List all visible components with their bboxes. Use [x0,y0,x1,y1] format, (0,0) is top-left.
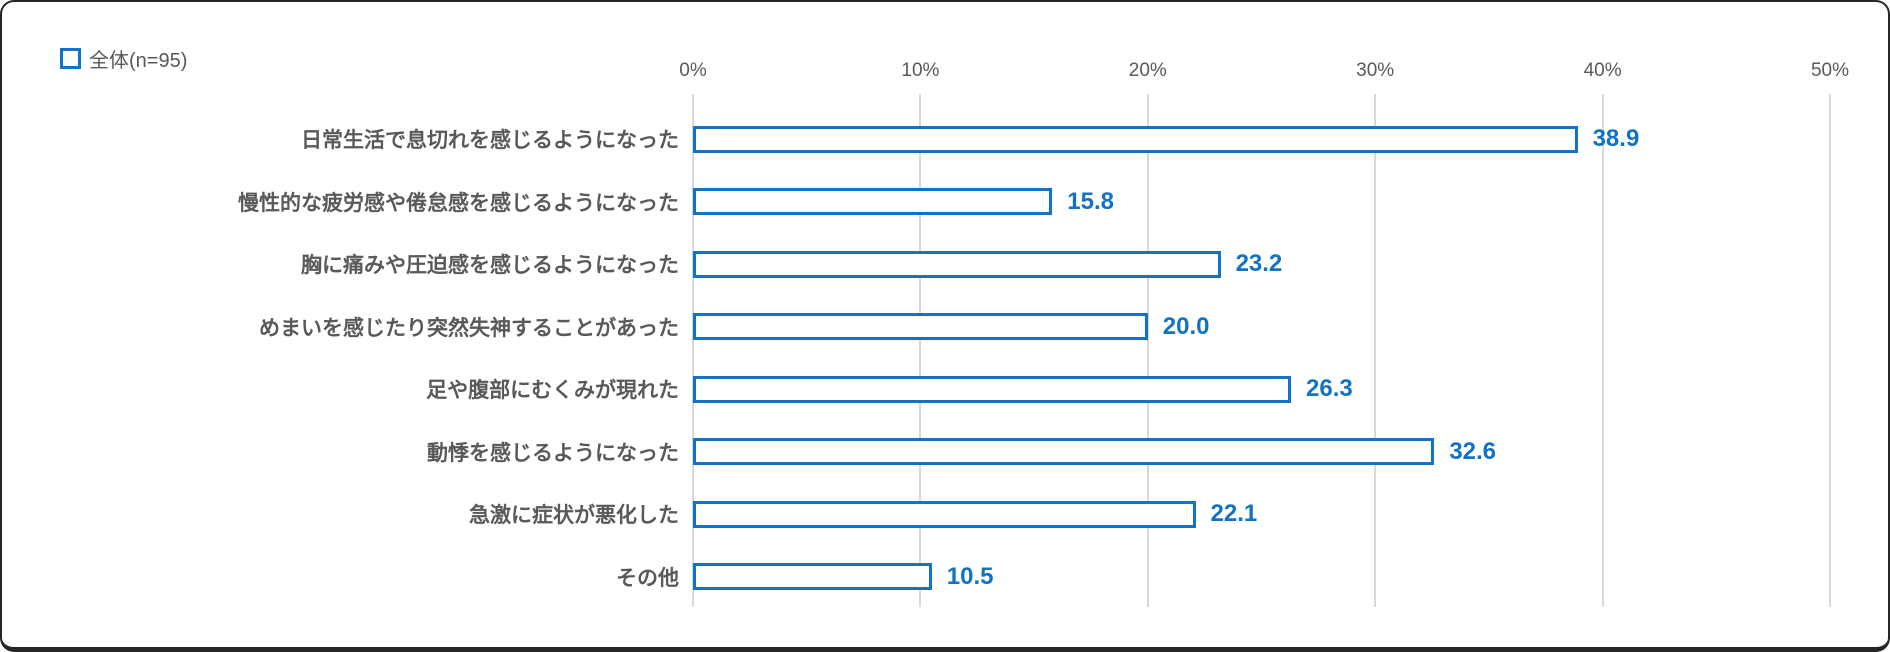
category-label: 慢性的な疲労感や倦怠感を感じるようになった [238,191,679,215]
gridlines [692,94,1831,607]
gridline [1374,94,1377,607]
category-label: めまいを感じたり突然失神することがあった [259,316,679,340]
category-label: 足や腹部にむくみが現れた [426,379,679,403]
rows: 日常生活で息切れを感じるようになった 38.9 慢性的な疲労感や倦怠感を感じるよ… [2,108,1886,608]
chart-row: 慢性的な疲労感や倦怠感を感じるようになった 15.8 [2,171,1886,234]
x-axis: 0% 10% 20% 30% 40% 50% [679,60,1849,86]
chart-row: 日常生活で息切れを感じるようになった 38.9 [2,108,1886,171]
bar-track: 10.5 [693,562,1830,591]
bar [693,375,1292,403]
x-tick-label: 50% [1810,60,1850,81]
category-label: 動悸を感じるようになった [427,441,679,465]
bar [693,250,1221,278]
bar [693,188,1053,216]
bar-track: 38.9 [693,125,1830,153]
value-label: 26.3 [1306,375,1353,403]
bar-track: 22.1 [693,500,1830,528]
legend-marker-icon [60,48,81,69]
value-label: 32.6 [1449,437,1497,465]
chart-row: 足や腹部にむくみが現れた 26.3 [2,358,1886,421]
bar [693,500,1196,528]
chart-row: 動悸を感じるようになった 32.6 [2,421,1886,484]
x-tick-label: 0% [679,60,707,81]
legend-label: 全体(n=95) [89,50,188,72]
bar-track: 23.2 [693,250,1830,278]
bar-track: 15.8 [693,187,1830,216]
bar [693,563,932,591]
gridline [1601,94,1604,607]
category-label: その他 [616,566,679,590]
gridline [919,94,922,607]
gridline [692,94,694,607]
x-tick-label: 20% [1128,60,1167,81]
gridline [1829,94,1831,607]
bar-track: 26.3 [693,375,1830,403]
chart-row: めまいを感じたり突然失神することがあった 20.0 [2,296,1886,359]
value-label: 20.0 [1162,312,1210,340]
bar-track: 20.0 [693,312,1830,341]
value-label: 23.2 [1235,250,1283,278]
value-label: 38.9 [1592,125,1640,153]
chart-row: その他 10.5 [2,546,1886,609]
x-tick-label: 40% [1583,60,1622,81]
x-tick-label: 30% [1356,60,1395,81]
category-label: 急激に症状が悪化した [469,504,679,528]
bar-track: 32.6 [693,437,1830,466]
value-label: 22.1 [1210,500,1258,528]
value-label: 10.5 [946,562,994,590]
chart-row: 急激に症状が悪化した 22.1 [2,483,1886,546]
x-tick-label: 10% [901,60,940,81]
legend: 全体(n=95) [60,44,187,73]
bar [693,313,1148,341]
bar [693,125,1578,153]
gridline [1146,94,1149,607]
chart-row: 胸に痛みや圧迫感を感じるようになった 23.2 [2,233,1886,296]
category-label: 胸に痛みや圧迫感を感じるようになった [301,254,679,278]
bar [693,438,1435,466]
category-label: 日常生活で息切れを感じるようになった [301,129,679,153]
value-label: 15.8 [1067,187,1114,215]
